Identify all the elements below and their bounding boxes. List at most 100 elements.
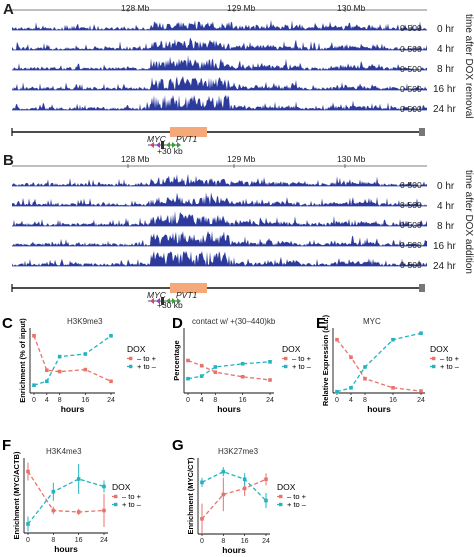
data-point (186, 376, 190, 381)
data-point (268, 360, 272, 364)
panel-letter-e: E (316, 315, 326, 332)
data-point (200, 517, 204, 521)
range-label-a-0: 0-500 (400, 23, 422, 33)
data-point (221, 469, 226, 474)
legend-title: DOX (282, 344, 301, 354)
x-tick-label: 8 (51, 537, 55, 544)
gene-myc-b: MYC (147, 290, 166, 300)
legend-entry: – to + (137, 354, 157, 363)
data-point (349, 355, 353, 360)
data-point (335, 389, 339, 394)
series-plus-to-minus (26, 464, 106, 532)
x-tick-label: 16 (75, 537, 83, 544)
data-point (419, 389, 423, 393)
data-point (200, 480, 204, 485)
data-point (57, 354, 62, 359)
range-label-a-1: 0-500 (400, 44, 422, 54)
series-line (187, 361, 271, 380)
b-track-0 (12, 173, 427, 187)
x-tick-label: 16 (239, 397, 247, 404)
panel-letter-b: B (3, 152, 14, 169)
legend-entry: + to – (440, 362, 460, 371)
x-axis-label: hours (61, 404, 85, 414)
b-track-4 (12, 251, 427, 267)
range-label-a-4: 0-500 (400, 104, 422, 114)
legend-entry: + to – (292, 362, 312, 371)
chart-f: F H3K4me3 0 8 16 24 hours Enrichment (MYC/ACTB)… (2, 437, 142, 554)
offset-label-a: +30 kb (157, 146, 183, 156)
x-tick-label: 0 (26, 537, 30, 544)
series-line (336, 339, 422, 392)
data-point (264, 477, 268, 482)
series-plus-to-minus (200, 467, 268, 509)
series-plus-to-minus (32, 334, 113, 387)
x-tick-label: 24 (266, 397, 274, 404)
y-axis-label: Enrichment (MYC/CT) (186, 457, 195, 535)
coord-label-b-1: 128 Mb (121, 154, 150, 164)
legend-title: DOX (277, 482, 296, 492)
x-tick-label: 24 (100, 537, 108, 544)
legend: DOX– to ++ to – (430, 344, 460, 371)
track-label-b-2: 8 hr (437, 221, 455, 232)
data-point (32, 334, 36, 338)
chart-title: H3K4me3 (46, 447, 82, 456)
x-axis-label: hours (54, 544, 78, 554)
legend: DOX– to ++ to – (127, 344, 157, 371)
track-label-a-1: 4 hr (437, 44, 455, 55)
track-label-b-0: 0 hr (437, 181, 455, 192)
data-point (186, 358, 190, 363)
data-point (391, 386, 395, 390)
data-point (102, 484, 106, 489)
gene-myc-a: MYC (147, 134, 166, 144)
series-minus-to-plus (186, 358, 272, 382)
chart-e: E MYC 0 4 8 16 24 hours Relative Expression (a.u… (316, 314, 460, 414)
x-tick-label: 0 (335, 397, 339, 404)
panel-letter-c: C (2, 315, 13, 332)
data-point (57, 369, 62, 374)
legend-entry: – to + (287, 492, 307, 501)
gene-pvt1-a: PVT1 (176, 134, 198, 144)
track-label-a-4: 24 hr (433, 104, 456, 115)
panel-letter-a: A (3, 1, 14, 18)
gene-pvt1-b: PVT1 (176, 290, 198, 300)
series-line (27, 478, 105, 525)
x-axis-label: hours (222, 545, 246, 555)
data-point (51, 508, 56, 513)
data-point (391, 337, 395, 342)
data-point (242, 486, 247, 491)
legend-entry: – to + (292, 354, 312, 363)
legend-title: DOX (112, 482, 131, 492)
legend-entry: – to + (122, 492, 142, 501)
chart-title: MYC (363, 317, 381, 326)
x-tick-label: 8 (213, 397, 217, 404)
y-axis-label: Enrichment (% of input) (18, 318, 27, 403)
b-track-3 (12, 231, 427, 247)
legend-entry: + to – (137, 362, 157, 371)
x-tick-label: 16 (81, 397, 89, 404)
range-label-a-3: 0-500 (400, 84, 422, 94)
data-point (102, 508, 106, 513)
chart-g: G H3K27me3 0 8 16 24 hours Enrichment (MYC/CT) D… (172, 437, 307, 555)
x-tick-label: 0 (186, 397, 190, 404)
b-track-1 (12, 192, 427, 207)
a-track-0 (12, 19, 427, 31)
legend: DOX– to ++ to – (277, 482, 307, 509)
track-label-a-0: 0 hr (437, 24, 455, 35)
data-point (51, 489, 56, 494)
panel-letter-g: G (172, 437, 184, 454)
track-label-b-3: 16 hr (433, 241, 456, 252)
data-point (199, 363, 204, 368)
x-tick-label: 4 (200, 397, 204, 404)
track-label-b-1: 4 hr (437, 201, 455, 212)
x-tick-label: 24 (107, 397, 115, 404)
data-point (335, 337, 339, 342)
range-label-b-0: 0-500 (400, 180, 422, 190)
legend-title: DOX (430, 344, 449, 354)
x-axis-label: hours (217, 404, 241, 414)
data-point (221, 492, 226, 497)
series-line (27, 471, 105, 513)
series-minus-to-plus (26, 462, 106, 527)
data-point (268, 378, 272, 382)
offset-label-b: +30 kb (157, 300, 183, 310)
